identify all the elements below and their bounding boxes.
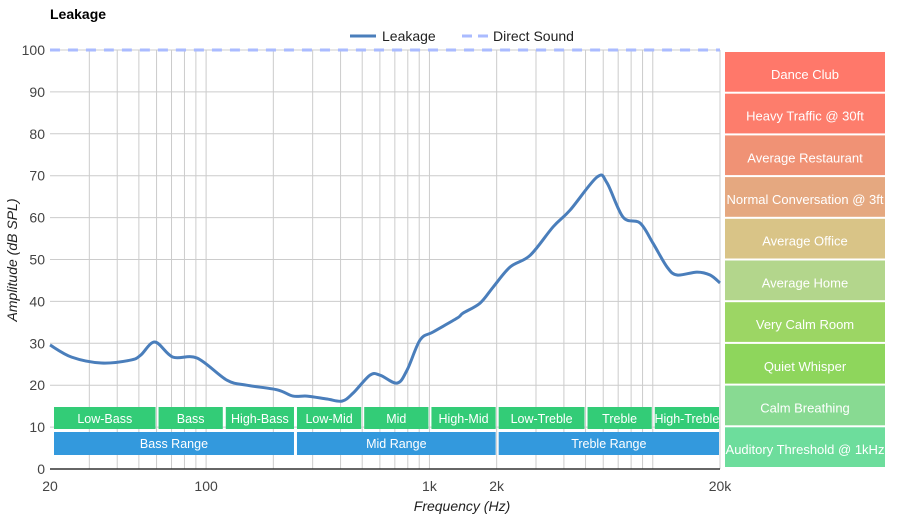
band-label: High-Mid bbox=[439, 412, 489, 426]
y-tick-label: 50 bbox=[29, 252, 45, 268]
reference-level-box bbox=[725, 260, 885, 301]
band-box bbox=[158, 407, 223, 429]
series-lines bbox=[49, 48, 721, 403]
range-box bbox=[498, 432, 719, 455]
band-label: Mid bbox=[386, 412, 406, 426]
reference-level-box bbox=[725, 427, 885, 467]
reference-level-box bbox=[725, 52, 885, 92]
band-label: Low-Bass bbox=[77, 412, 132, 426]
frequency-bands: Low-Bass Bass High-Bass Low-Mid Mid High-Mid L… bbox=[54, 407, 719, 455]
reference-level-label: Heavy Traffic @ 30ft bbox=[746, 109, 864, 124]
y-axis-label: Amplitude (dB SPL) bbox=[4, 199, 20, 323]
reference-level-label: Average Restaurant bbox=[747, 150, 863, 165]
x-tick-label: 20k bbox=[709, 478, 733, 494]
reference-level-label: Normal Conversation @ 3ft bbox=[727, 192, 884, 207]
band-label: Low-Treble bbox=[511, 412, 573, 426]
reference-level-label: Calm Breathing bbox=[760, 400, 850, 415]
range-box bbox=[54, 432, 294, 455]
legend: Leakage Direct Sound bbox=[350, 28, 574, 44]
x-tick-label: 20 bbox=[42, 478, 58, 494]
range-label: Treble Range bbox=[571, 437, 646, 451]
x-tick-label: 1k bbox=[422, 478, 438, 494]
reference-level-box bbox=[725, 135, 885, 176]
reference-level-label: Quiet Whisper bbox=[764, 359, 847, 374]
band-box bbox=[654, 407, 719, 429]
y-tick-label: 10 bbox=[29, 419, 45, 435]
y-tick-label: 20 bbox=[29, 377, 45, 393]
range-label: Bass Range bbox=[140, 437, 208, 451]
y-tick-label: 60 bbox=[29, 210, 45, 226]
y-tick-label: 40 bbox=[29, 293, 45, 309]
y-tick-label: 90 bbox=[29, 84, 45, 100]
band-box bbox=[296, 407, 362, 429]
y-tick-label: 70 bbox=[29, 168, 45, 184]
legend-label: Leakage bbox=[382, 28, 436, 44]
band-box bbox=[498, 407, 585, 429]
chart-title: Leakage bbox=[50, 6, 106, 22]
band-box bbox=[431, 407, 496, 429]
x-axis-label: Frequency (Hz) bbox=[414, 498, 510, 514]
range-box bbox=[296, 432, 496, 455]
reference-level-label: Average Home bbox=[762, 275, 848, 290]
band-box bbox=[225, 407, 294, 429]
reference-level-box bbox=[725, 93, 885, 134]
x-tick-label: 2k bbox=[489, 478, 505, 494]
band-box bbox=[587, 407, 652, 429]
reference-level-box bbox=[725, 343, 885, 384]
reference-level-box bbox=[725, 177, 885, 217]
y-tick-label: 30 bbox=[29, 335, 45, 351]
band-label: High-Bass bbox=[231, 412, 289, 426]
band-box bbox=[364, 407, 429, 429]
band-label: High-Treble bbox=[654, 412, 719, 426]
reference-level-box bbox=[725, 218, 885, 259]
axes: 0 10 20 30 40 50 60 70 80 90 100 20 100 1k 2k 20k bbox=[22, 42, 733, 494]
reference-level-label: Very Calm Room bbox=[756, 317, 854, 332]
range-label: Mid Range bbox=[366, 437, 426, 451]
y-tick-label: 0 bbox=[37, 461, 45, 477]
x-tick-label: 100 bbox=[194, 478, 218, 494]
reference-level-box bbox=[725, 302, 885, 342]
reference-level-label: Average Office bbox=[762, 234, 848, 249]
band-label: Low-Mid bbox=[305, 412, 352, 426]
band-label: Bass bbox=[177, 412, 205, 426]
reference-levels: Dance Club Heavy Traffic @ 30ft Average Re… bbox=[725, 52, 885, 467]
band-box bbox=[54, 407, 156, 429]
grid bbox=[50, 49, 721, 469]
y-tick-label: 80 bbox=[29, 126, 45, 142]
legend-label: Direct Sound bbox=[493, 28, 574, 44]
y-tick-label: 100 bbox=[22, 42, 46, 58]
reference-level-label: Auditory Threshold @ 1kHz bbox=[726, 442, 885, 457]
band-label: Treble bbox=[602, 412, 637, 426]
reference-level-label: Dance Club bbox=[771, 67, 839, 82]
series-line-leakage bbox=[49, 173, 721, 403]
reference-level-box bbox=[725, 385, 885, 426]
